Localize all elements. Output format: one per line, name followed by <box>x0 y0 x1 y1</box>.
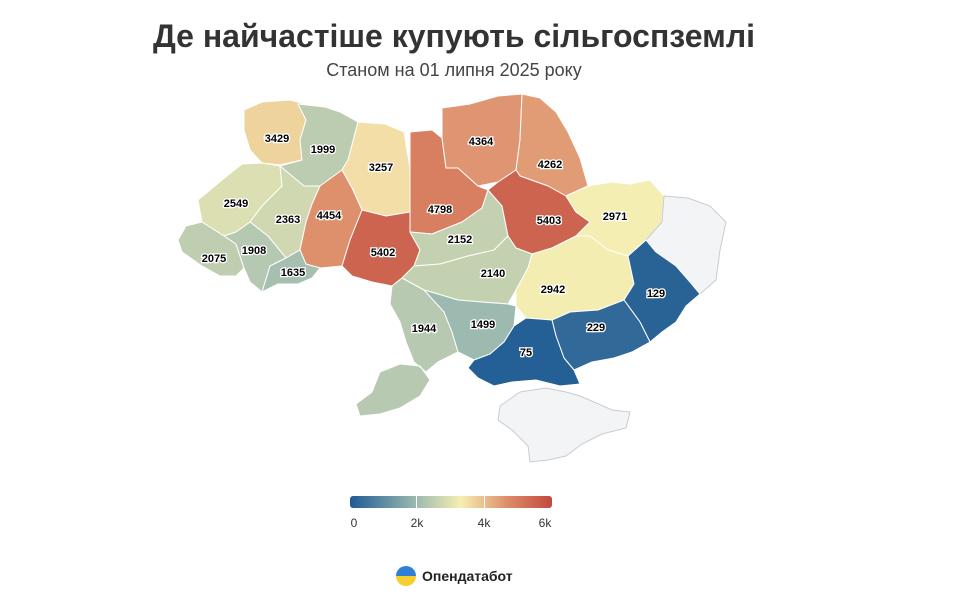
brand-name: Опендатабот <box>422 568 513 584</box>
legend-tick-0: 0 <box>350 516 358 530</box>
region-label-sumy: 4262 <box>538 159 562 171</box>
legend-separator <box>484 496 485 508</box>
page-subtitle: Станом на 01 липня 2025 року <box>326 60 582 80</box>
region-chernivtsi[interactable] <box>261 249 321 293</box>
legend-tick-2k: 2k <box>410 516 424 530</box>
region-label-mykolaiv: 1499 <box>471 319 495 331</box>
legend-tick-6k: 6k <box>538 516 552 530</box>
region-label-kyiv: 4798 <box>428 204 452 216</box>
legend-gradient-bar <box>350 496 552 508</box>
region-label-kherson: 75 <box>520 347 532 359</box>
region-label-odesa: 1944 <box>412 323 437 335</box>
color-legend: 0 2k 4k 6k <box>350 496 552 536</box>
region-label-zaporizhzhia: 229 <box>587 322 605 334</box>
region-label-chernihiv: 4364 <box>469 136 494 148</box>
legend-separator <box>416 496 417 508</box>
region-khmelnytskyi[interactable] <box>299 169 363 269</box>
region-label-vinnytsia: 5402 <box>371 247 395 259</box>
region-zakarpattia[interactable] <box>177 221 245 277</box>
region-label-zakarpattia: 2075 <box>202 253 226 265</box>
region-label-kharkiv: 2971 <box>603 211 627 223</box>
legend-tick-4k: 4k <box>477 516 491 530</box>
region-label-poltava: 5403 <box>537 215 561 227</box>
opendatabot-logo-icon <box>396 566 416 586</box>
region-label-cherkasy: 2152 <box>448 234 472 246</box>
brand-footer: Опендатабот <box>396 565 513 587</box>
region-label-zhytomyr: 3257 <box>369 162 393 174</box>
region-label-ivano-frankivsk: 1908 <box>242 245 266 257</box>
page-title: Де найчастіше купують сільгоспземлі <box>152 18 756 54</box>
region-label-donetsk: 129 <box>647 288 665 300</box>
region-label-volyn: 3429 <box>265 133 289 145</box>
regions-layer <box>177 93 727 463</box>
region-label-chernivtsi: 1635 <box>281 267 305 279</box>
region-crimea-no-data <box>497 387 631 463</box>
region-labels: 3429 1999 3257 4798 4364 4262 2549 2363 … <box>200 132 666 361</box>
region-label-rivne: 1999 <box>311 144 335 156</box>
region-label-dnipropetrovsk: 2942 <box>541 284 565 296</box>
region-label-kirovohrad: 2140 <box>481 268 505 280</box>
region-label-khmelnytskyi: 4454 <box>317 210 342 222</box>
region-label-lviv: 2549 <box>224 198 248 210</box>
region-label-ternopil: 2363 <box>276 214 300 226</box>
region-kherson[interactable] <box>467 317 581 387</box>
